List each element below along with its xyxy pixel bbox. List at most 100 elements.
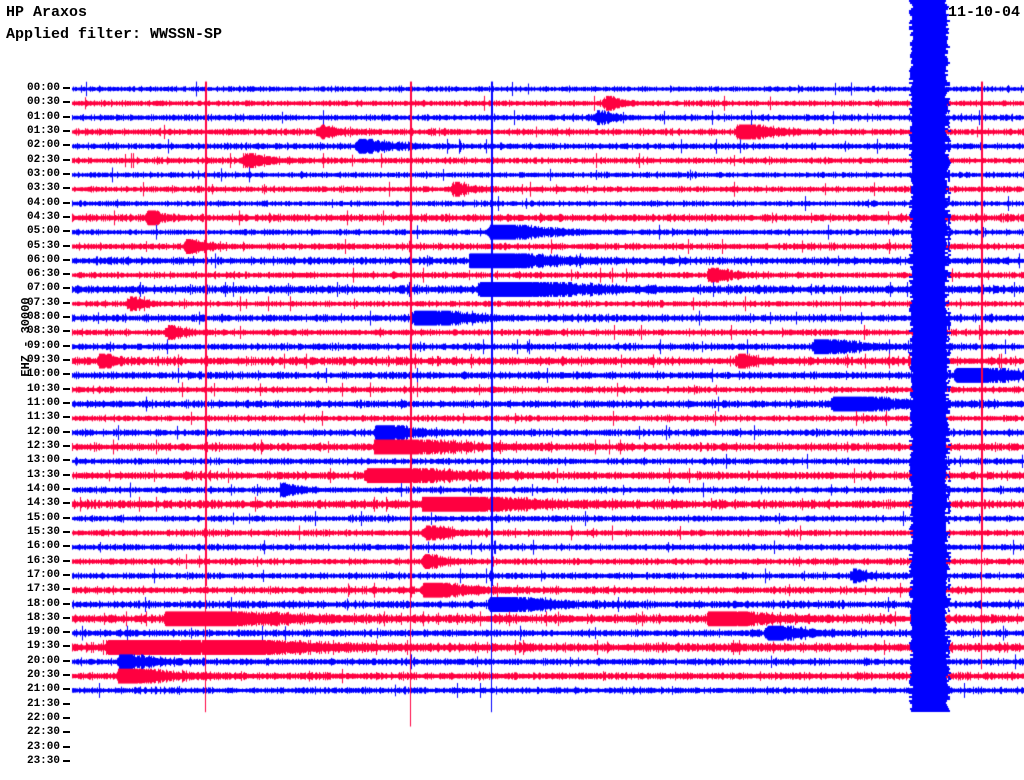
time-axis-tick: [63, 301, 70, 304]
time-axis-tick: [63, 87, 70, 89]
time-axis-tick: [63, 745, 70, 748]
time-axis-label: 16:30: [26, 554, 60, 567]
time-axis-tick: [63, 760, 70, 763]
time-axis-row: 02:00: [0, 140, 72, 154]
time-axis-label: 12:00: [26, 425, 60, 438]
time-axis-row: 05:00: [0, 226, 72, 240]
time-axis-label: 12:30: [26, 440, 60, 452]
time-axis-tick: [63, 502, 70, 505]
time-axis-label: 07:30: [26, 296, 60, 309]
time-axis-label: 14:00: [26, 482, 60, 495]
time-axis-tick: [63, 473, 70, 476]
time-axis-tick: [63, 230, 70, 233]
time-axis-tick: [63, 688, 70, 691]
time-axis-row: 14:30: [0, 498, 72, 512]
time-axis-tick: [63, 201, 70, 204]
time-axis-row: 00:00: [0, 83, 72, 97]
time-axis-row: 20:30: [0, 670, 72, 684]
time-axis-tick: [63, 430, 70, 433]
time-axis-label: 15:30: [26, 525, 60, 538]
time-axis-tick: [63, 487, 70, 490]
time-axis-label: 03:00: [26, 167, 60, 180]
time-axis-tick: [63, 359, 70, 362]
time-axis-row: 21:00: [0, 684, 72, 698]
time-axis-tick: [63, 702, 70, 705]
time-axis-row: 22:00: [0, 713, 72, 727]
time-axis-label: 02:30: [26, 153, 60, 166]
time-axis-tick: [63, 588, 70, 591]
time-axis-row: 10:30: [0, 382, 72, 398]
time-axis-tick: [63, 387, 70, 390]
time-axis-tick: [63, 144, 70, 147]
time-axis-row: 08:00: [0, 312, 72, 326]
time-axis-label: 10:00: [26, 368, 60, 381]
time-axis-tick: [63, 717, 70, 720]
time-axis-tick: [63, 631, 70, 634]
time-axis-tick: [63, 674, 70, 677]
time-axis-label: 21:30: [26, 697, 60, 710]
time-axis-row: 06:00: [0, 253, 72, 269]
time-axis-row: 11:30: [0, 412, 72, 426]
time-axis-row: 13:30: [0, 468, 72, 484]
time-axis-row: 19:00: [0, 627, 72, 641]
time-axis-label: 11:00: [26, 397, 60, 410]
time-axis-tick: [63, 373, 70, 376]
time-axis-label: 17:00: [26, 568, 60, 581]
time-axis-row: 09:30: [0, 355, 72, 369]
time-axis-label: 08:00: [26, 311, 60, 324]
time-axis-label: 22:30: [26, 726, 60, 739]
time-axis-row: 20:00: [0, 654, 72, 670]
time-axis-row: 01:00: [0, 110, 72, 126]
time-axis-label: 06:00: [26, 253, 60, 266]
time-axis-row: 07:30: [0, 296, 72, 312]
time-axis-tick: [63, 330, 70, 333]
time-axis-label: 01:30: [26, 124, 60, 137]
time-axis-row: 11:00: [0, 398, 72, 412]
time-axis-row: 08:30: [0, 326, 72, 340]
time-axis-tick: [63, 402, 70, 405]
time-axis-row: 01:30: [0, 124, 72, 140]
time-axis-label: 01:00: [26, 110, 60, 123]
time-axis-row: 10:00: [0, 369, 72, 383]
time-axis-tick: [63, 416, 70, 419]
time-axis-tick: [63, 559, 70, 562]
time-axis-label: 19:30: [26, 640, 60, 653]
time-axis-row: 23:30: [0, 756, 72, 770]
time-axis-label: 13:30: [26, 468, 60, 481]
time-axis-tick: [63, 215, 70, 218]
time-axis-tick: [63, 115, 70, 118]
time-axis-label: 08:30: [26, 325, 60, 338]
time-axis-label: 05:30: [26, 239, 60, 252]
time-axis-label: 21:00: [26, 683, 60, 696]
time-axis-label: 03:30: [26, 182, 60, 195]
time-axis-label: 20:00: [26, 654, 60, 667]
time-axis-tick: [63, 616, 70, 619]
time-axis-label: 10:30: [26, 382, 60, 395]
time-axis-label: 11:30: [26, 411, 60, 424]
time-axis-row: 17:00: [0, 568, 72, 584]
time-axis-label: 05:00: [26, 225, 60, 238]
time-axis-row: 22:30: [0, 727, 72, 741]
time-axis-tick: [63, 659, 70, 662]
time-axis-tick: [63, 187, 70, 190]
time-axis-label: 00:30: [26, 96, 60, 109]
time-axis-row: 17:30: [0, 584, 72, 598]
time-axis-tick: [63, 172, 70, 175]
time-axis-label: 04:30: [26, 210, 60, 223]
time-axis-row: 16:00: [0, 541, 72, 555]
date-label: 11-10-04: [947, 4, 1020, 21]
time-axis-row: 06:30: [0, 269, 72, 283]
time-axis-label: 20:30: [26, 669, 60, 682]
time-axis-label: 14:30: [26, 497, 60, 510]
time-axis-tick: [63, 602, 70, 605]
time-axis-row: 00:30: [0, 97, 72, 111]
time-axis-label: 22:00: [26, 712, 60, 725]
time-axis-row: 15:30: [0, 525, 72, 541]
time-axis-label: 23:00: [26, 740, 60, 753]
time-axis-tick: [63, 287, 70, 290]
time-axis-row: 18:30: [0, 612, 72, 627]
time-axis-row: 19:30: [0, 641, 72, 655]
time-axis-tick: [63, 530, 70, 533]
time-axis-label: 13:00: [26, 454, 60, 467]
time-axis-label: 04:00: [26, 196, 60, 209]
